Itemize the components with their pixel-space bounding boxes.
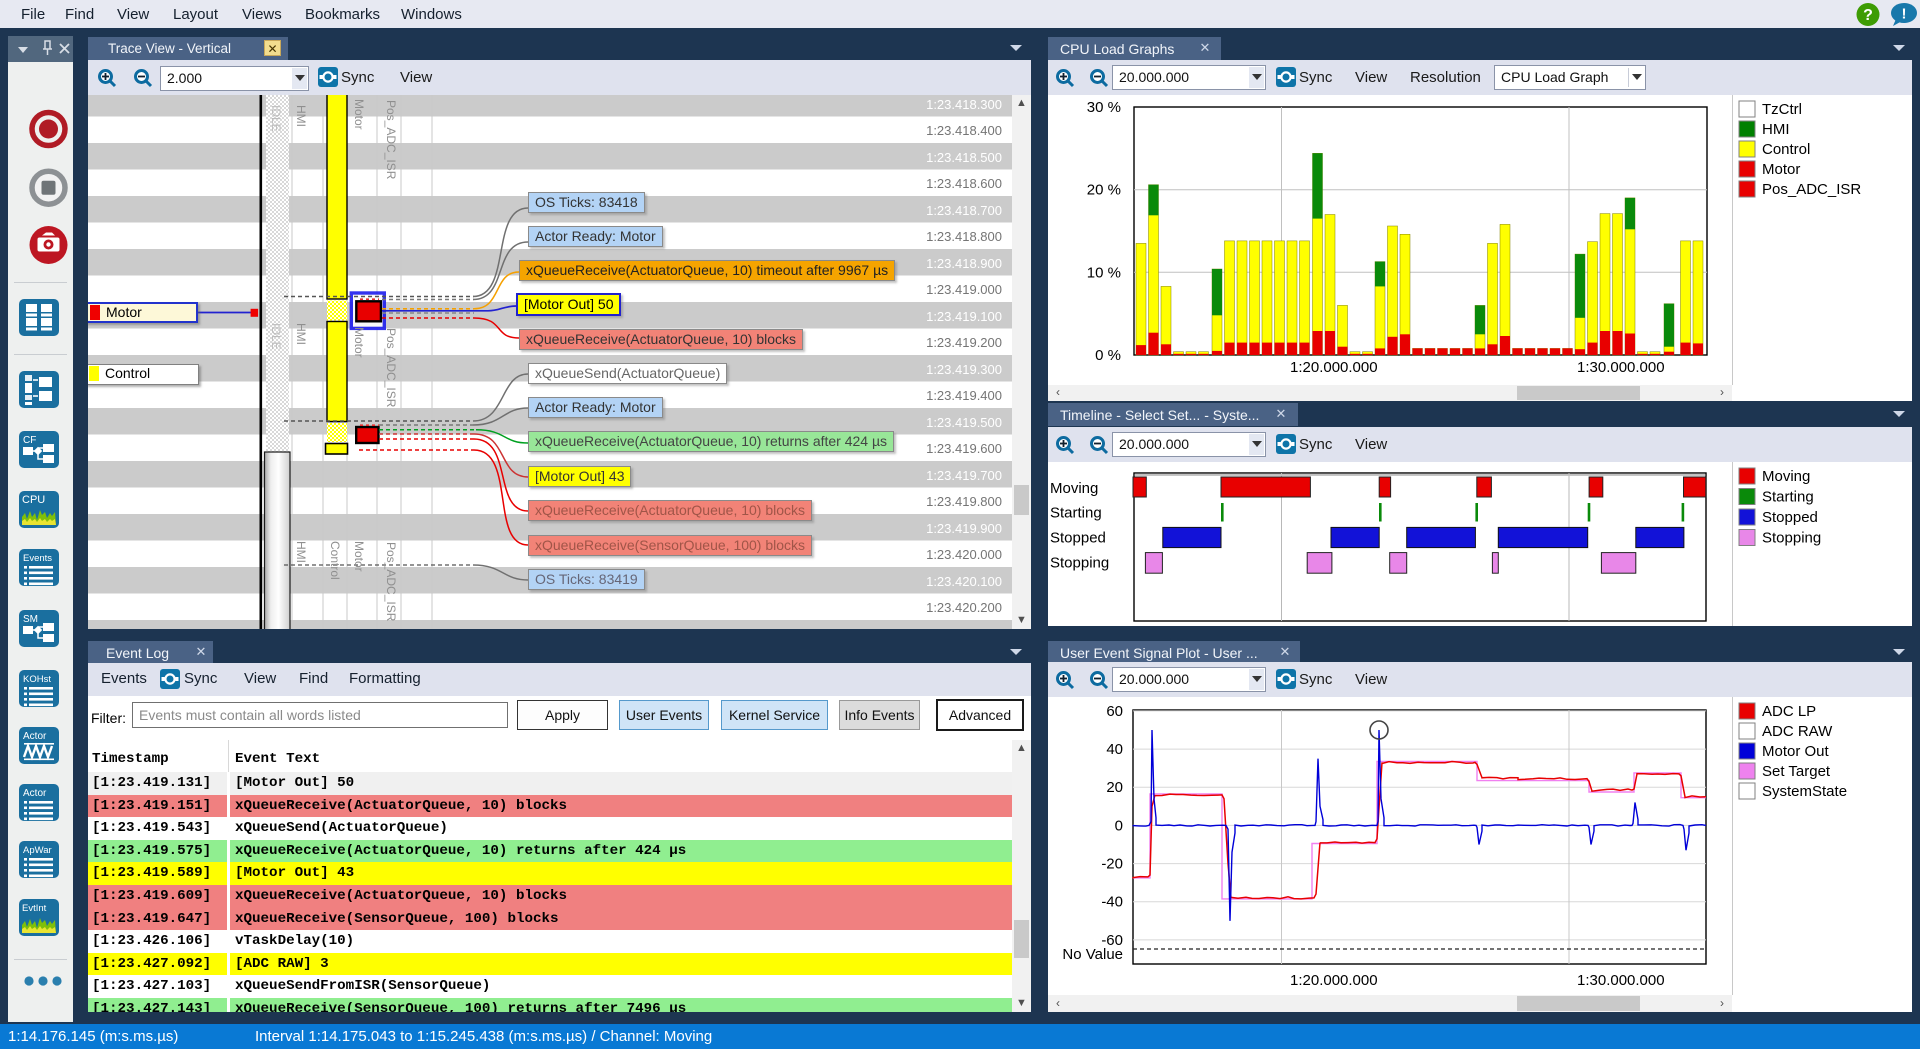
svg-text:30 %: 30 % [1087, 99, 1121, 116]
svg-text:Starting: Starting [1050, 505, 1102, 522]
svg-text:0: 0 [1115, 817, 1123, 834]
svg-text:SM: SM [23, 614, 38, 625]
svg-text:ADC LP: ADC LP [1762, 703, 1816, 720]
svg-text:1:20.000.000: 1:20.000.000 [1290, 972, 1378, 989]
svg-text:Set Target: Set Target [1762, 763, 1831, 780]
svg-text:SystemState: SystemState [1762, 783, 1847, 800]
svg-text:1:30.000.000: 1:30.000.000 [1577, 972, 1665, 989]
svg-text:Pos_ADC_ISR: Pos_ADC_ISR [1762, 181, 1861, 198]
svg-text:Events: Events [23, 553, 52, 564]
svg-text:0 %: 0 % [1095, 347, 1121, 364]
svg-text:Moving: Moving [1762, 468, 1810, 485]
svg-text:Stopped: Stopped [1762, 509, 1818, 526]
svg-text:!: ! [1902, 6, 1907, 23]
svg-text:CF: CF [23, 435, 36, 446]
svg-text:TzCtrl: TzCtrl [1762, 101, 1802, 118]
svg-text:20 %: 20 % [1087, 182, 1121, 199]
svg-text:CPU: CPU [22, 494, 45, 506]
svg-text:-60: -60 [1101, 932, 1123, 949]
svg-text:1:20.000.000: 1:20.000.000 [1290, 359, 1378, 376]
svg-text:Control: Control [1762, 141, 1810, 158]
svg-text:Starting: Starting [1762, 489, 1814, 506]
svg-text:1:30.000.000: 1:30.000.000 [1577, 359, 1665, 376]
svg-text:ADC RAW: ADC RAW [1762, 723, 1833, 740]
svg-text:ApWar: ApWar [23, 845, 52, 856]
svg-text:-20: -20 [1101, 856, 1123, 873]
svg-text:Stopping: Stopping [1762, 530, 1821, 547]
svg-text:Actor: Actor [23, 731, 47, 742]
svg-text:HMI: HMI [1762, 121, 1790, 138]
svg-text:20: 20 [1106, 779, 1123, 796]
svg-text:Stopping: Stopping [1050, 555, 1109, 572]
svg-text:KOHst: KOHst [23, 674, 51, 685]
svg-text:40: 40 [1106, 741, 1123, 758]
svg-text:No Value: No Value [1062, 946, 1123, 963]
svg-text:?: ? [1863, 7, 1873, 24]
svg-text:60: 60 [1106, 703, 1123, 720]
svg-text:Actor: Actor [23, 788, 47, 799]
svg-text:Moving: Moving [1050, 480, 1098, 497]
svg-text:Motor Out: Motor Out [1762, 743, 1830, 760]
svg-text:EvtInt: EvtInt [22, 903, 47, 914]
svg-text:Motor: Motor [1762, 161, 1800, 178]
svg-text:10 %: 10 % [1087, 264, 1121, 281]
svg-text:-40: -40 [1101, 894, 1123, 911]
svg-text:Stopped: Stopped [1050, 530, 1106, 547]
